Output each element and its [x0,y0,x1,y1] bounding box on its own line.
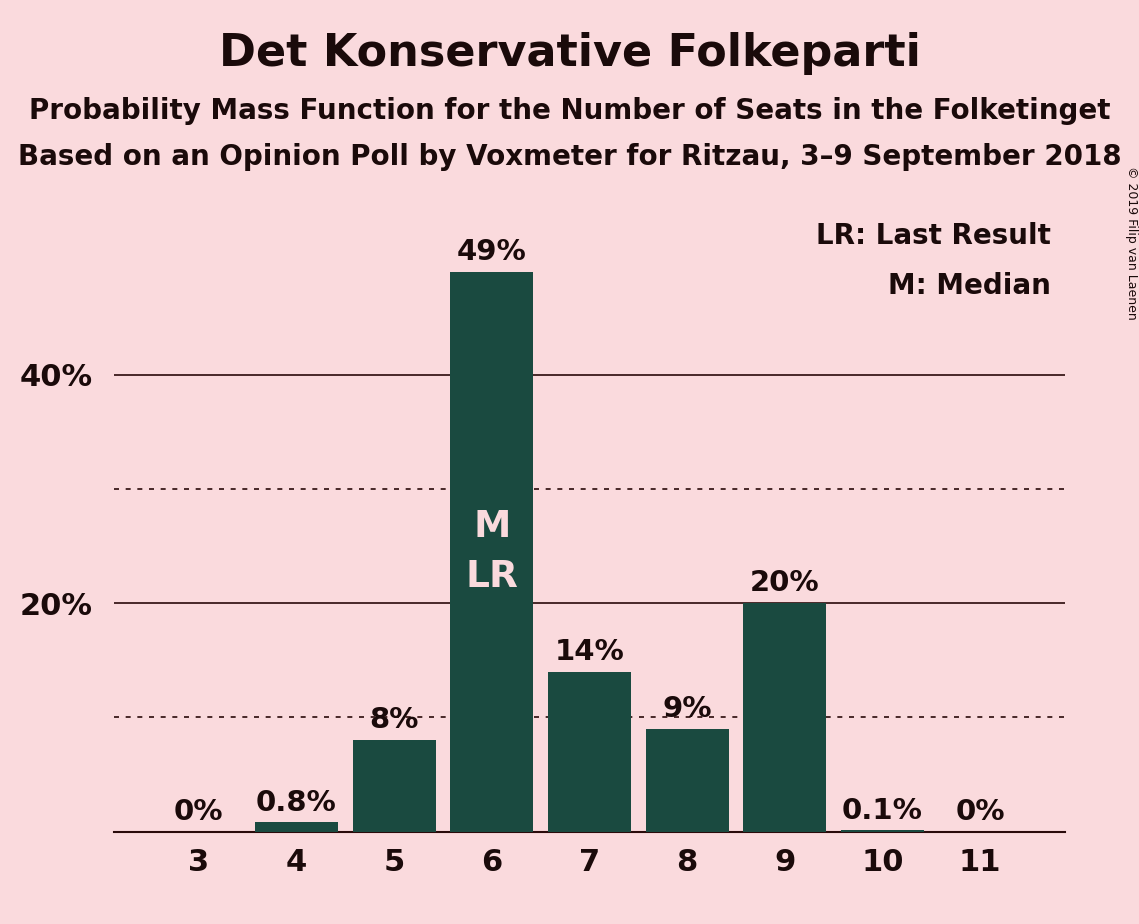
Text: M: Median: M: Median [887,273,1050,300]
Text: Based on an Opinion Poll by Voxmeter for Ritzau, 3–9 September 2018: Based on an Opinion Poll by Voxmeter for… [18,143,1121,171]
Text: 20%: 20% [749,569,820,598]
Text: M
LR: M LR [466,509,518,595]
Bar [548,672,631,832]
Text: © 2019 Filip van Laenen: © 2019 Filip van Laenen [1124,166,1138,320]
Bar [744,603,826,832]
Text: 0.8%: 0.8% [256,789,337,817]
Text: 9%: 9% [663,695,712,723]
Text: 8%: 8% [369,707,419,735]
Bar [450,272,533,832]
Text: 14%: 14% [555,638,624,666]
Bar [841,831,924,832]
Bar [255,822,338,832]
Bar [646,729,729,832]
Text: 0%: 0% [956,798,1005,826]
Text: Probability Mass Function for the Number of Seats in the Folketinget: Probability Mass Function for the Number… [28,97,1111,125]
Text: 49%: 49% [457,238,526,266]
Text: 0%: 0% [174,798,223,826]
Text: 0.1%: 0.1% [842,796,923,825]
Bar [353,740,435,832]
Text: Det Konservative Folkeparti: Det Konservative Folkeparti [219,32,920,76]
Text: LR: Last Result: LR: Last Result [816,222,1050,250]
